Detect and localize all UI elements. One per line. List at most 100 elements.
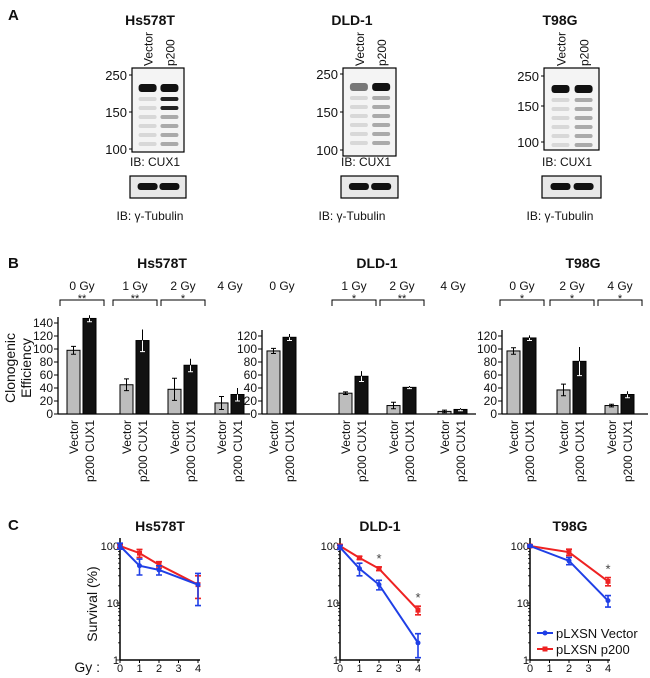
y-tick-label: 120 <box>237 329 257 343</box>
y-tick-label: 140 <box>33 316 53 330</box>
band-smear <box>551 98 570 102</box>
y-tick-label: 100 <box>321 541 339 553</box>
x-tick-label: 4 <box>415 663 421 675</box>
band-smear <box>349 114 368 118</box>
band-smear <box>349 132 368 136</box>
bar-p200-cux1 <box>402 386 417 415</box>
blot-title: DLD-1 <box>331 12 372 28</box>
ib-tubulin-label: IB: γ-Tubulin <box>117 209 184 223</box>
mw-marker: 100 <box>105 142 127 157</box>
bar-x-label: p200 CUX1 <box>283 420 297 482</box>
data-point-circle <box>527 543 533 549</box>
bar-x-label: Vector <box>507 420 521 454</box>
band-smear <box>574 134 593 138</box>
mw-marker: 150 <box>316 105 338 120</box>
bar-x-label: p200 CUX1 <box>573 420 587 482</box>
lane-label-vector: Vector <box>142 32 156 66</box>
band-smear <box>349 141 368 145</box>
dose-label: 4 Gy <box>217 279 242 293</box>
band-smear <box>138 97 157 101</box>
x-tick-label: 4 <box>195 663 201 675</box>
dose-label: 0 Gy <box>509 279 534 293</box>
band-smear <box>349 123 368 127</box>
band-cux1 <box>372 83 391 91</box>
band-smear <box>138 106 157 110</box>
data-point-square <box>415 607 421 613</box>
survival-xlabel: Gy : <box>74 659 100 675</box>
band-smear <box>551 116 570 120</box>
band-smear <box>551 125 570 129</box>
x-tick-label: 3 <box>585 663 591 675</box>
y-tick-label: 10 <box>327 598 339 610</box>
x-tick-label: 3 <box>175 663 181 675</box>
chart-title: Hs578T <box>135 518 185 534</box>
bar-x-label: Vector <box>67 420 81 454</box>
band-smear <box>551 107 570 111</box>
bar-x-label: Vector <box>387 420 401 454</box>
band-tubulin <box>573 183 594 190</box>
legend-label: pLXSN Vector <box>556 626 638 641</box>
y-tick-label: 100 <box>477 342 497 356</box>
dose-label: 1 Gy <box>341 279 366 293</box>
bar-vector <box>506 350 521 415</box>
panel-label-a: A <box>8 7 19 24</box>
band-tubulin <box>348 183 369 190</box>
significance-bracket <box>160 299 206 306</box>
x-tick-label: 1 <box>546 663 552 675</box>
significance-marker: ** <box>131 293 140 305</box>
bar-x-label: p200 CUX1 <box>454 420 468 482</box>
significance-marker: * <box>605 562 610 577</box>
x-tick-label: 2 <box>566 663 572 675</box>
x-tick-label: 0 <box>337 663 343 675</box>
y-tick-label: 20 <box>40 394 54 408</box>
lane-label-vector: Vector <box>353 32 367 66</box>
bar-ylabel-line2: Efficiency <box>18 338 34 398</box>
bar-p200-cux1 <box>282 336 297 415</box>
bar-x-label: p200 CUX1 <box>355 420 369 482</box>
error-bar <box>195 572 201 607</box>
band-smear <box>138 142 157 146</box>
bar-ylabel-line1: Clonogenic <box>2 333 18 403</box>
dose-label: 4 Gy <box>440 279 465 293</box>
band-cux1 <box>574 85 593 93</box>
x-tick-label: 3 <box>395 663 401 675</box>
blot-tubulin-membrane <box>541 175 602 199</box>
bar-x-label: p200 CUX1 <box>136 420 150 482</box>
y-tick-label: 40 <box>484 381 498 395</box>
band-smear <box>551 143 570 147</box>
lane-label-p200: p200 <box>163 39 177 66</box>
data-point-circle <box>195 582 201 588</box>
dose-label: 2 Gy <box>389 279 414 293</box>
series-line-vector <box>339 546 419 644</box>
bar-x-label: Vector <box>605 420 619 454</box>
y-tick-label: 40 <box>40 381 54 395</box>
blot-tubulin-membrane <box>340 175 399 199</box>
y-tick-label: 10 <box>107 598 119 610</box>
y-tick-label: 20 <box>484 394 498 408</box>
bar-x-label: p200 CUX1 <box>621 420 635 482</box>
band-cux1 <box>138 84 157 92</box>
chart-title: DLD-1 <box>356 255 397 271</box>
series-line-p200 <box>119 545 199 586</box>
data-point-circle <box>566 558 572 564</box>
y-tick-label: 60 <box>40 368 54 382</box>
band-smear <box>160 97 179 101</box>
data-point-circle <box>376 582 382 588</box>
significance-marker: * <box>520 293 525 305</box>
data-point-square <box>376 566 382 572</box>
band-smear <box>574 116 593 120</box>
y-tick-label: 120 <box>33 329 53 343</box>
y-tick-label: 1 <box>113 655 119 667</box>
chart-title: Hs578T <box>137 255 187 271</box>
significance-marker: * <box>415 590 420 605</box>
data-point-circle <box>357 566 362 572</box>
bar-x-label: Vector <box>438 420 452 454</box>
